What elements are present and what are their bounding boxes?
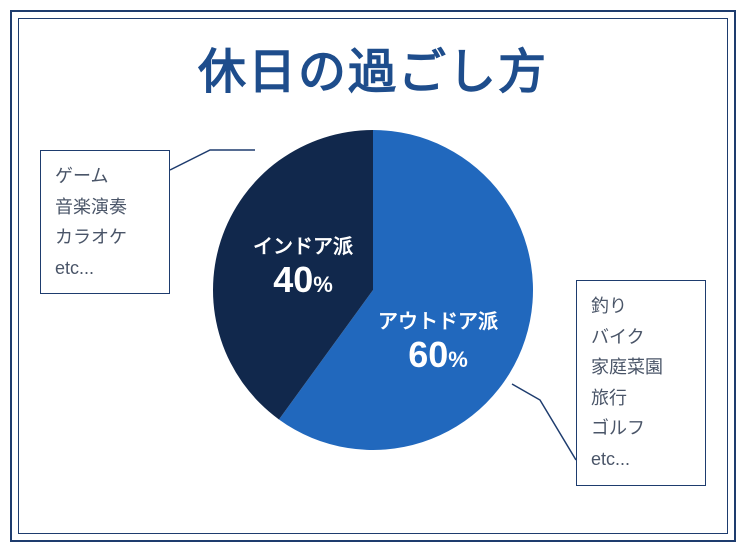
pie-chart: インドア派 40% アウトドア派 60%	[213, 130, 533, 450]
indoor-pct: %	[313, 272, 333, 297]
callout-item: バイク	[591, 322, 691, 353]
callout-item: 音楽演奏	[55, 192, 155, 223]
outdoor-value: 60	[408, 334, 448, 375]
callout-item: カラオケ	[55, 222, 155, 253]
outdoor-pct: %	[448, 347, 468, 372]
callout-item: etc...	[55, 253, 155, 284]
callout-outdoor: 釣り バイク 家庭菜園 旅行 ゴルフ etc...	[576, 280, 706, 486]
outdoor-name: アウトドア派	[378, 305, 498, 334]
callout-item: etc...	[591, 444, 691, 475]
callout-indoor: ゲーム 音楽演奏 カラオケ etc...	[40, 150, 170, 294]
outdoor-slice-label: アウトドア派 60%	[378, 305, 498, 376]
callout-item: 釣り	[591, 291, 691, 322]
chart-title: 休日の過ごし方	[0, 32, 746, 102]
callout-item: ゲーム	[55, 161, 155, 192]
callout-item: 家庭菜園	[591, 352, 691, 383]
indoor-name: インドア派	[253, 230, 353, 259]
indoor-slice-label: インドア派 40%	[253, 230, 353, 301]
callout-item: ゴルフ	[591, 413, 691, 444]
callout-item: 旅行	[591, 383, 691, 414]
indoor-value: 40	[273, 259, 313, 300]
